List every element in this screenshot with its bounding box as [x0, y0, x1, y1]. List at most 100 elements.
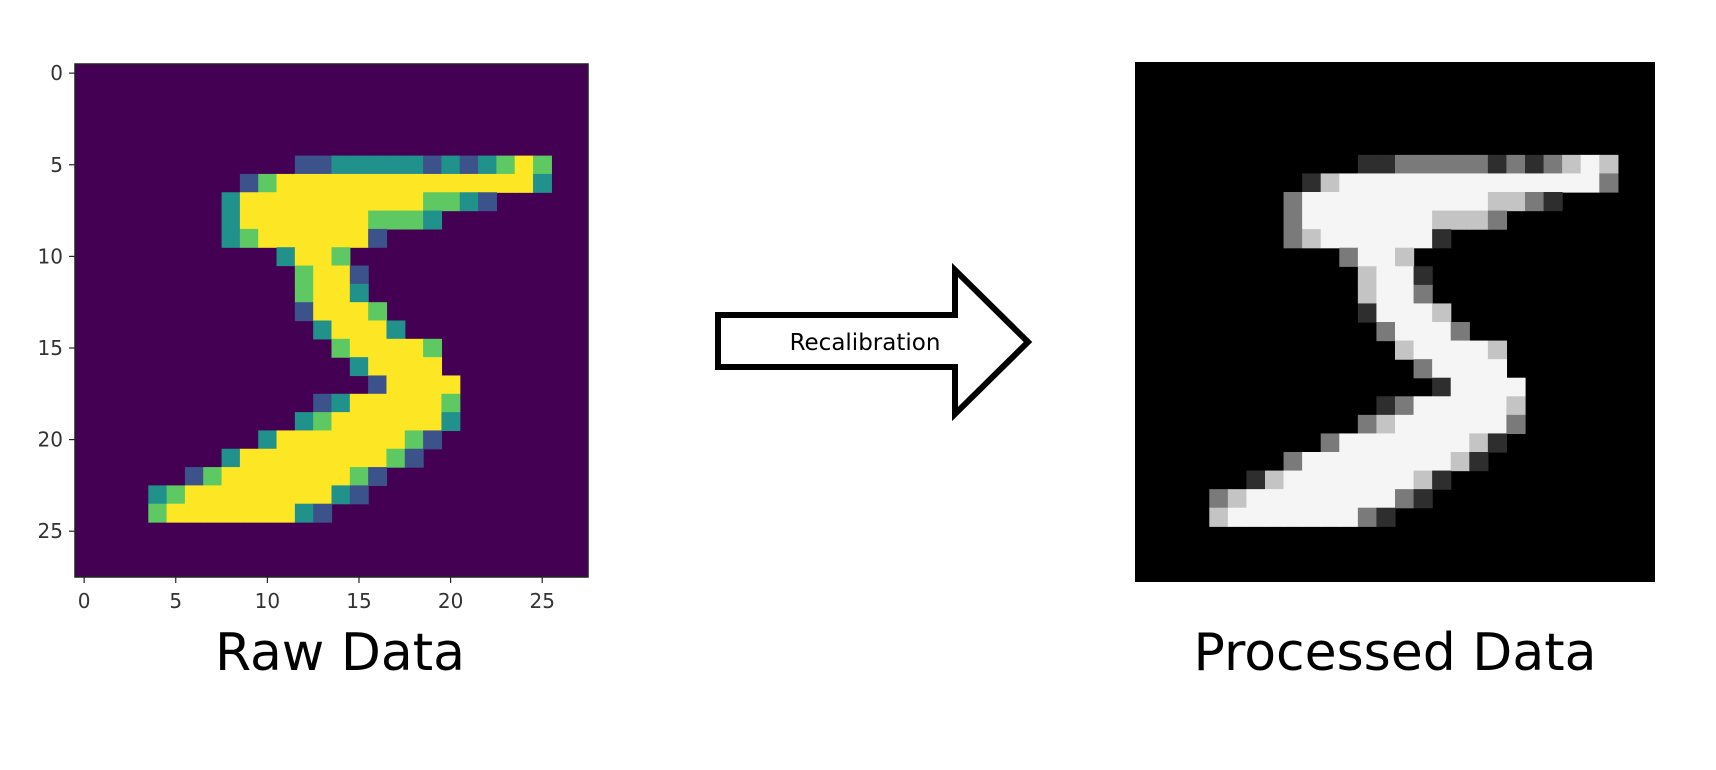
- processed-pixel: [1599, 154, 1619, 175]
- processed-pixel: [1432, 303, 1452, 323]
- processed-pixel: [1357, 414, 1378, 435]
- raw-x-axis: 0 5 10 15 20 25: [78, 577, 555, 613]
- processed-pixel: [1302, 229, 1322, 249]
- raw-pixel: [423, 412, 443, 432]
- processed-pixel: [1376, 507, 1396, 527]
- processed-pixel: [1227, 489, 1248, 509]
- raw-pixel: [221, 210, 241, 230]
- processed-pixel: [1246, 507, 1266, 527]
- raw-pixel: [203, 467, 223, 486]
- processed-pixel: [1302, 470, 1322, 490]
- processed-pixel: [1357, 433, 1378, 453]
- y-tick-label: 0: [50, 61, 63, 85]
- raw-pixel: [368, 430, 388, 450]
- raw-pixel: [404, 375, 424, 395]
- raw-pixel: [148, 485, 168, 505]
- processed-pixel: [1450, 433, 1470, 453]
- processed-pixel: [1395, 154, 1415, 175]
- raw-pixel: [148, 503, 168, 523]
- processed-pixel: [1395, 247, 1415, 267]
- processed-pixel: [1413, 433, 1433, 453]
- processed-pixel: [1357, 303, 1378, 323]
- raw-pixel: [331, 412, 351, 432]
- processed-pixel: [1283, 507, 1303, 527]
- raw-pixel: [423, 192, 443, 212]
- raw-pixel: [276, 173, 296, 193]
- processed-pixel: [1525, 173, 1545, 193]
- raw-pixel: [368, 357, 388, 377]
- x-tick-label: 10: [255, 589, 280, 613]
- raw-pixel: [423, 375, 443, 395]
- processed-pixel: [1413, 210, 1433, 230]
- raw-pixel: [423, 338, 443, 358]
- raw-pixel: [368, 320, 388, 340]
- processed-pixel: [1339, 489, 1359, 509]
- raw-pixel: [294, 247, 314, 267]
- raw-axes-frame: [74, 63, 589, 578]
- processed-pixel: [1487, 173, 1508, 193]
- processed-pixel: [1320, 489, 1340, 509]
- processed-pixel: [1506, 396, 1526, 416]
- raw-pixel: [386, 338, 406, 358]
- raw-pixel: [404, 173, 424, 193]
- processed-pixel: [1450, 322, 1470, 342]
- processed-pixel: [1395, 303, 1415, 323]
- raw-pixel: [276, 467, 296, 486]
- processed-pixel: [1432, 229, 1452, 249]
- raw-pixel: [239, 503, 259, 523]
- y-tick-label: 25: [38, 519, 63, 543]
- processed-pixel: [1283, 452, 1303, 472]
- raw-pixel: [386, 357, 406, 377]
- processed-pixel: [1562, 154, 1582, 175]
- raw-pixel: [313, 247, 333, 267]
- processed-pixel: [1432, 192, 1452, 212]
- raw-pixel: [514, 173, 534, 193]
- processed-pixel: [1283, 192, 1303, 212]
- raw-pixel: [404, 430, 424, 450]
- raw-pixel: [368, 338, 388, 358]
- processed-pixel: [1395, 266, 1415, 286]
- processed-pixel: [1395, 322, 1415, 342]
- raw-pixel: [331, 283, 351, 303]
- processed-pixel: [1320, 433, 1340, 453]
- raw-pixel: [349, 412, 369, 432]
- y-tick-label: 5: [50, 153, 63, 177]
- raw-pixel: [294, 192, 314, 212]
- raw-pixel: [331, 320, 351, 340]
- processed-pixel: [1339, 173, 1359, 193]
- processed-pixel: [1339, 433, 1359, 453]
- raw-pixel: [368, 155, 388, 175]
- processed-pixel: [1395, 284, 1415, 305]
- raw-pixel: [349, 228, 369, 248]
- processed-pixel: [1357, 229, 1378, 249]
- arrow-shape: [715, 262, 1033, 422]
- processed-pixel: [1450, 154, 1470, 175]
- processed-pixel: [1302, 210, 1322, 230]
- raw-pixel: [349, 155, 369, 175]
- raw-pixel: [276, 485, 296, 505]
- processed-pixel: [1450, 192, 1470, 212]
- x-tick-label: 15: [346, 589, 371, 613]
- raw-pixel: [386, 173, 406, 193]
- processed-pixel: [1357, 489, 1378, 509]
- raw-pixel: [294, 228, 314, 248]
- processed-pixel: [1395, 210, 1415, 230]
- raw-pixel: [478, 192, 497, 212]
- raw-pixel: [276, 192, 296, 212]
- processed-pixel: [1413, 284, 1433, 305]
- raw-pixel: [313, 467, 333, 486]
- raw-pixel: [276, 228, 296, 248]
- raw-pixel: [404, 393, 424, 413]
- processed-pixel: [1450, 173, 1470, 193]
- raw-pixel: [239, 210, 259, 230]
- processed-pixel: [1320, 192, 1340, 212]
- processed-pixel: [1283, 229, 1303, 249]
- processed-pixel: [1302, 507, 1322, 527]
- raw-pixel: [258, 503, 278, 523]
- processed-pixel: [1580, 173, 1600, 193]
- processed-pixel: [1339, 247, 1359, 267]
- raw-pixel: [166, 485, 186, 505]
- processed-pixel: [1339, 229, 1359, 249]
- processed-pixel: [1450, 210, 1470, 230]
- raw-pixel: [496, 173, 516, 193]
